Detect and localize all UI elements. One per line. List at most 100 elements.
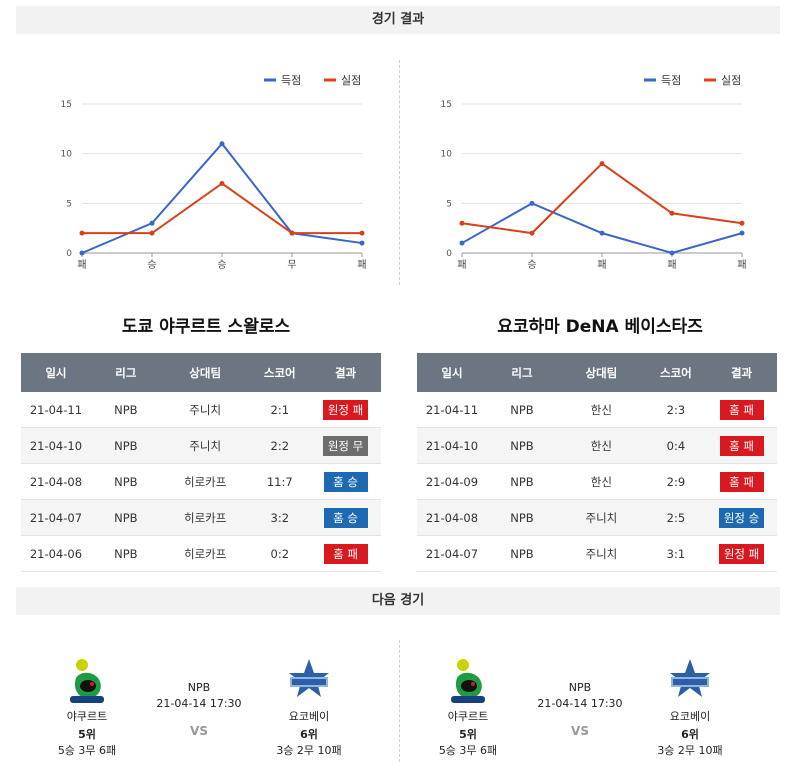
table-row: 21-04-11 NPB 한신 2:3 홈 패: [417, 392, 777, 428]
cell-opponent: 주니치: [160, 427, 250, 464]
y-tick-label: 15: [61, 100, 72, 110]
home-team-record: 5승 3무 6패: [57, 744, 117, 757]
x-tick-label: 승: [217, 259, 226, 271]
data-point: [359, 230, 365, 236]
series-line-conceded: [82, 182, 362, 235]
table-row: 21-04-07 NPB 주니치 3:1 원정 패: [417, 535, 777, 572]
home-team[interactable]: 야쿠르트 5위 5승 3무 6패: [42, 656, 132, 758]
y-tick-label: 5: [66, 199, 72, 209]
data-point: [669, 250, 675, 256]
data-point: [529, 230, 535, 236]
table-header-row: 일시 리그 상대팀 스코어 결과: [417, 353, 777, 392]
data-point: [459, 240, 465, 246]
team-title-right: 요코하마 DeNA 베이스타즈: [497, 317, 703, 337]
data-point: [289, 230, 295, 236]
cell-date: 21-04-10: [21, 427, 91, 464]
result-badge: 홈 패: [719, 435, 764, 456]
chart-divider: [399, 60, 400, 285]
cell-opponent: 한신: [557, 463, 646, 500]
data-point: [529, 200, 535, 206]
result-badge: 홈 승: [323, 471, 368, 492]
cell-opponent: 주니치: [160, 392, 250, 428]
cell-date: 21-04-07: [21, 499, 91, 536]
yakult-swallows-logo-icon: [443, 656, 493, 706]
x-tick-label: 패: [667, 259, 676, 271]
baystars-logo-icon: [665, 656, 715, 706]
legend-label: 득점: [661, 74, 681, 87]
cell-league: NPB: [486, 499, 557, 536]
cell-opponent: 히로카프: [160, 499, 250, 536]
cell-league: NPB: [90, 392, 161, 428]
cell-opponent: 히로카프: [160, 463, 250, 500]
next-section-header: 다음 경기: [16, 587, 780, 615]
results-section-header: 경기 결과: [16, 6, 780, 34]
cell-opponent: 한신: [557, 392, 646, 428]
cell-league: NPB: [90, 499, 161, 536]
data-point: [149, 230, 155, 236]
next-game-right: 야쿠르트 5위 5승 3무 6패 NPB 21-04-14 17:30 VS 요…: [411, 650, 771, 760]
y-tick-label: 10: [61, 150, 73, 160]
cell-score: 3:2: [249, 499, 311, 536]
x-tick-label: 패: [457, 259, 466, 271]
table-row: 21-04-09 NPB 한신 2:9 홈 패: [417, 463, 777, 500]
home-team[interactable]: 야쿠르트 5위 5승 3무 6패: [423, 656, 513, 758]
home-team-record: 5승 3무 6패: [438, 744, 498, 757]
cell-date: 21-04-11: [417, 392, 487, 428]
home-team-rank: 5위: [78, 728, 96, 741]
cell-date: 21-04-06: [21, 535, 91, 572]
away-team[interactable]: 요코베이 6위 3승 2무 10패: [264, 656, 354, 758]
match-info: NPB 21-04-14 17:30 VS: [144, 681, 254, 738]
y-tick-label: 10: [441, 150, 453, 160]
cell-date: 21-04-11: [21, 392, 91, 428]
cell-league: NPB: [486, 427, 557, 464]
table-row: 21-04-08 NPB 주니치 2:5 원정 승: [417, 499, 777, 536]
away-team-rank: 6위: [300, 728, 318, 741]
y-tick-label: 15: [441, 100, 452, 110]
cell-date: 21-04-09: [417, 463, 487, 500]
chart-right-svg: 득점 실점 0 5 10 15 패 승 패 패 패: [441, 74, 747, 271]
away-team-record: 3승 2무 10패: [276, 744, 342, 757]
cell-score: 3:1: [645, 535, 707, 572]
cell-date: 21-04-10: [417, 427, 487, 464]
data-point: [359, 240, 365, 246]
match-info: NPB 21-04-14 17:30 VS: [525, 681, 635, 738]
col-score: 스코어: [645, 353, 707, 392]
x-tick-label: 패: [357, 259, 366, 271]
cell-opponent: 주니치: [557, 499, 646, 536]
cell-result: 홈 패: [706, 427, 777, 464]
x-tick-label: 패: [597, 259, 606, 271]
cell-result: 원정 패: [310, 392, 381, 428]
cell-result: 홈 승: [310, 463, 381, 500]
series-line-scored: [81, 142, 363, 254]
col-result: 결과: [310, 353, 381, 392]
cell-result: 홈 패: [706, 392, 777, 428]
cell-result: 홈 패: [310, 535, 381, 572]
cell-score: 11:7: [249, 463, 311, 500]
chart-left-svg: 득점 실점 0 5 10 15 패 승 승 무 패: [61, 74, 367, 271]
col-opponent: 상대팀: [160, 353, 250, 392]
table-row: 21-04-10 NPB 주니치 2:2 원정 무: [21, 427, 381, 464]
y-tick-label: 5: [446, 199, 452, 209]
cell-score: 2:2: [249, 427, 311, 464]
legend-label: 실점: [341, 74, 361, 87]
home-team-rank: 5위: [459, 728, 477, 741]
x-tick-label: 패: [737, 259, 746, 271]
away-team-rank: 6위: [681, 728, 699, 741]
cell-result: 원정 승: [706, 499, 777, 536]
data-point: [149, 220, 155, 226]
col-opponent: 상대팀: [557, 353, 646, 392]
data-point: [79, 230, 85, 236]
away-team-name: 요코베이: [288, 710, 330, 723]
result-badge: 홈 패: [719, 399, 764, 420]
col-league: 리그: [486, 353, 557, 392]
cell-date: 21-04-07: [417, 535, 487, 572]
col-score: 스코어: [249, 353, 311, 392]
cell-opponent: 한신: [557, 427, 646, 464]
result-badge: 홈 패: [719, 471, 764, 492]
y-tick-label: 0: [66, 249, 72, 259]
away-team[interactable]: 요코베이 6위 3승 2무 10패: [645, 656, 735, 758]
match-datetime: 21-04-14 17:30: [156, 697, 242, 710]
data-point: [219, 141, 225, 147]
data-point: [739, 220, 745, 226]
result-badge: 원정 승: [718, 507, 765, 528]
